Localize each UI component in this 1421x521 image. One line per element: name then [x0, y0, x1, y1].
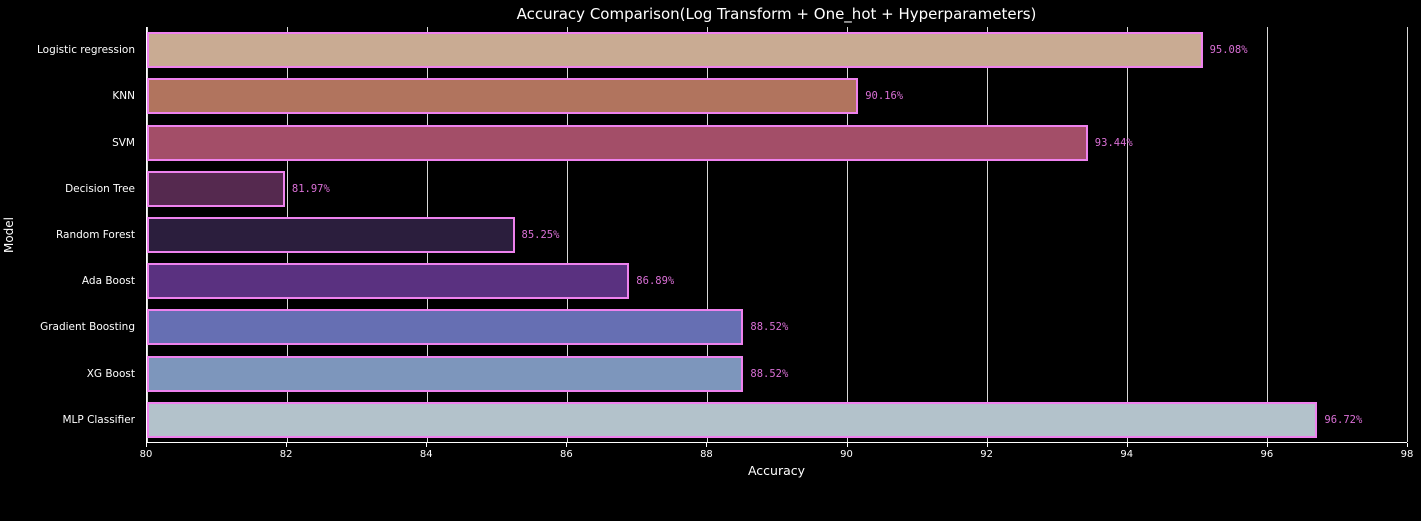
bar-row: 86.89%: [147, 258, 1407, 304]
category-label: SVM: [112, 136, 135, 149]
bar-value-label: 88.52%: [750, 321, 789, 334]
gridline: [567, 27, 568, 442]
bar: [147, 309, 744, 346]
x-tick-mark: [286, 443, 288, 447]
category-label: MLP Classifier: [62, 413, 135, 426]
x-tick-mark: [706, 443, 708, 447]
bar-value-label: 85.25%: [521, 228, 560, 241]
bar: [147, 124, 1088, 161]
bar-value-label: 81.97%: [291, 182, 330, 195]
category-label: Decision Tree: [65, 182, 135, 195]
bar-value-label: 86.89%: [636, 275, 675, 288]
x-tick-label: 86: [559, 449, 573, 460]
x-tick-label: 90: [840, 449, 853, 460]
bar-value-label: 88.52%: [750, 367, 789, 380]
x-tick-label: 98: [1400, 449, 1414, 460]
x-tick-label: 88: [700, 449, 713, 460]
bar-value-label: 93.44%: [1094, 136, 1133, 149]
x-axis: 80 82 84 86 88 90 92 94 96 98: [140, 443, 1413, 465]
bar: [147, 401, 1318, 438]
bar-row: 85.25%: [147, 212, 1407, 258]
x-tick-label: 92: [980, 449, 994, 460]
bar: [147, 355, 744, 392]
gridline: [847, 27, 848, 442]
bar-row: 95.08%: [147, 27, 1407, 73]
bar-row: 96.72%: [147, 397, 1407, 443]
x-tick-mark: [426, 443, 428, 447]
x-tick-mark: [846, 443, 848, 447]
bar: [147, 216, 515, 253]
category-label: XG Boost: [86, 367, 135, 380]
bar-row: 88.52%: [147, 351, 1407, 397]
x-axis-label: Accuracy: [747, 463, 806, 478]
gridline: [987, 27, 988, 442]
bar-value-label: 90.16%: [865, 90, 904, 103]
gridline: [1266, 27, 1268, 442]
bar-row: 90.16%: [147, 73, 1407, 119]
category-label: Logistic regression: [37, 44, 135, 57]
plot-area: 95.08% 90.16% 93.44% 81.97% 85.25% 86.89% 88.5…: [146, 27, 1408, 443]
category-label: Gradient Boosting: [40, 321, 135, 334]
category-label: KNN: [112, 90, 135, 103]
bar-row: 93.44%: [147, 119, 1407, 165]
bar-value-label: 95.08%: [1209, 44, 1248, 57]
chart-title: Accuracy Comparison(Log Transform + One_…: [516, 5, 1037, 23]
x-tick-mark: [1126, 443, 1128, 447]
bar: [147, 78, 859, 115]
x-tick-label: 80: [139, 449, 153, 460]
bar-row: 81.97%: [147, 166, 1407, 212]
bar-row: 88.52%: [147, 304, 1407, 350]
x-tick-label: 96: [1260, 449, 1274, 460]
x-tick-label: 82: [279, 449, 293, 460]
x-tick-mark: [146, 443, 147, 447]
x-tick-mark: [1407, 443, 1408, 447]
x-tick-label: 84: [419, 449, 433, 460]
x-tick-mark: [1266, 443, 1268, 447]
gridline: [1407, 27, 1408, 442]
bar: [147, 170, 285, 207]
y-axis-category-labels: Logistic regression KNN SVM Decision Tree Ra…: [0, 27, 140, 443]
category-label: Ada Boost: [81, 275, 135, 288]
x-tick-mark: [566, 443, 568, 447]
bar: [147, 263, 630, 300]
gridline: [1127, 27, 1128, 442]
x-tick-label: 94: [1120, 449, 1134, 460]
gridline: [706, 27, 708, 442]
bar: [147, 32, 1203, 69]
bar-value-label: 96.72%: [1324, 413, 1363, 426]
category-label: Random Forest: [55, 229, 135, 241]
x-tick-mark: [986, 443, 988, 447]
